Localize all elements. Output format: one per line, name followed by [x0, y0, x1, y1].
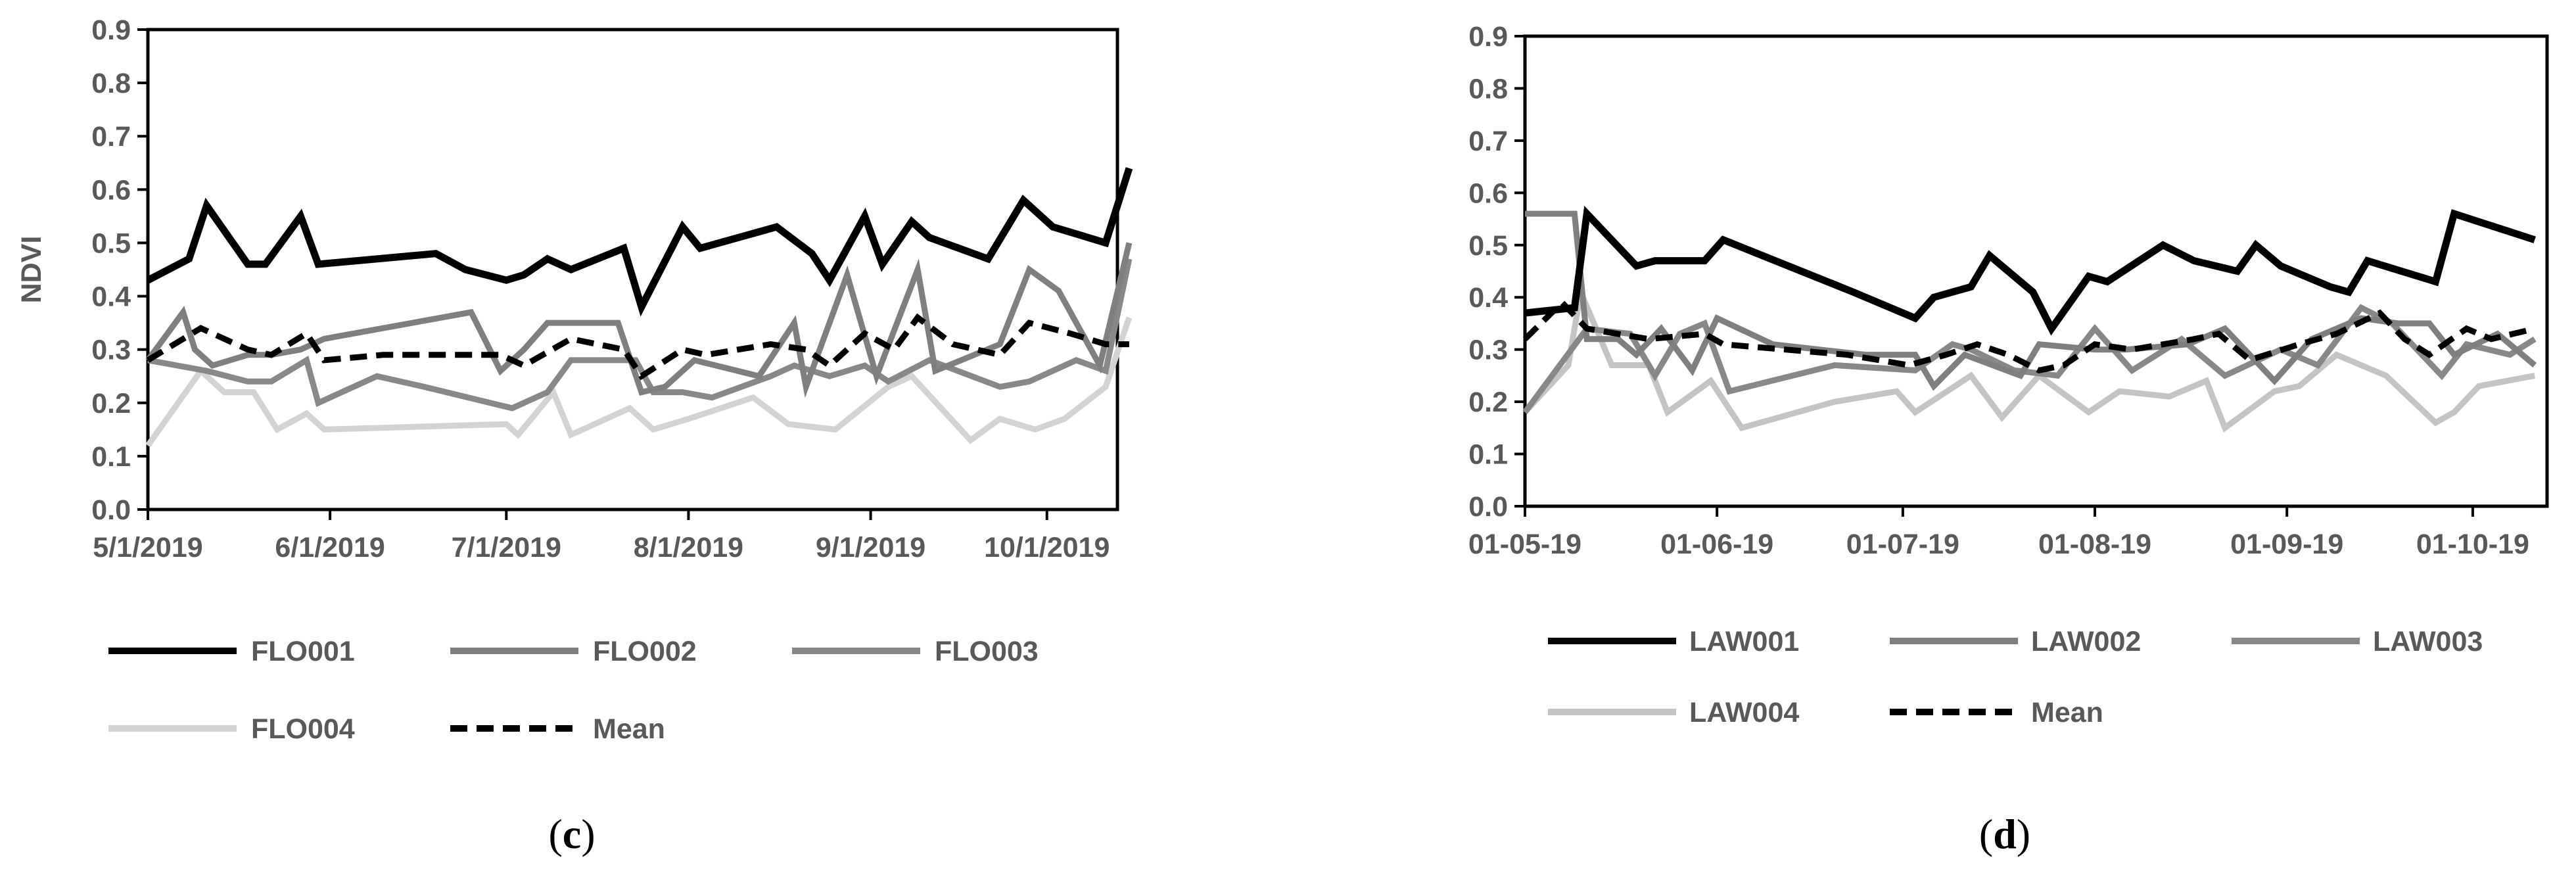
- x-tick-label: 7/1/2019: [452, 532, 561, 563]
- y-axis-label: NDVI: [16, 236, 47, 304]
- series-line-mean: [1522, 298, 2536, 374]
- x-tick-label: 01-10-19: [2416, 529, 2529, 560]
- x-tick-label: 9/1/2019: [816, 532, 925, 563]
- y-tick-label: 0.3: [1468, 335, 1508, 366]
- legend-label-law001: LAW001: [1689, 626, 1799, 657]
- caption-close: ): [581, 811, 595, 857]
- panel-caption: (d): [1979, 811, 2030, 857]
- y-tick-label: 0.8: [1468, 73, 1508, 105]
- y-tick-label: 0.5: [1468, 230, 1508, 262]
- x-tick-label: 5/1/2019: [93, 532, 202, 563]
- legend-label-flo002: FLO002: [593, 636, 697, 667]
- y-tick-label: 0.0: [1468, 491, 1508, 523]
- chart-panel-c: 0.0 0.1 0.2 0.3 0.4 0.5 0.6 0.7 0.8 0.9 5/1/2019 6/…: [16, 14, 1133, 857]
- panel-caption: (c): [548, 811, 595, 857]
- x-tick-label: 10/1/2019: [984, 532, 1110, 563]
- caption-open: (: [1979, 811, 1993, 857]
- chart-panel-d: 0.0 0.1 0.2 0.3 0.4 0.5 0.6 0.7 0.8 0.9 01-05-19 01…: [1468, 21, 2549, 857]
- legend-label-flo003: FLO003: [935, 636, 1039, 667]
- y-tick-label: 0.2: [91, 388, 131, 419]
- legend-label-flo004: FLO004: [251, 713, 355, 745]
- x-tick-label: 01-09-19: [2230, 529, 2343, 560]
- x-tick-label: 01-07-19: [1846, 529, 1959, 560]
- caption-open: (: [548, 811, 562, 857]
- x-tick-label: 6/1/2019: [275, 532, 385, 563]
- series-line-law002: [1525, 210, 2537, 391]
- y-tick-label: 0.6: [1468, 178, 1508, 209]
- y-tick-label: 0.4: [1468, 282, 1508, 314]
- y-tick-label: 0.1: [1468, 439, 1508, 471]
- legend-label-mean: Mean: [593, 713, 665, 745]
- series-line-flo001: [146, 167, 1133, 317]
- caption-letter: d: [1993, 811, 2017, 857]
- legend-label-mean: Mean: [2031, 697, 2103, 728]
- x-tick-label: 01-08-19: [2038, 529, 2151, 560]
- x-tick-label: 01-05-19: [1468, 529, 1581, 560]
- series-line-flo002: [145, 242, 1133, 398]
- y-tick-label: 0.4: [91, 281, 131, 313]
- series-line-law001: [1524, 205, 2536, 336]
- y-tick-label: 0.5: [91, 227, 131, 259]
- legend-label-law004: LAW004: [1689, 697, 1799, 728]
- y-tick-label: 0.3: [91, 335, 131, 366]
- series-line-flo004: [145, 316, 1133, 448]
- y-tick-label: 0.2: [1468, 387, 1508, 418]
- caption-close: ): [2017, 811, 2030, 857]
- series-line-flo003: [147, 258, 1133, 412]
- legend: LAW001 LAW002 LAW003 LAW004 Mean: [1548, 626, 2483, 728]
- y-tick-label: 0.8: [91, 68, 131, 99]
- caption-letter: c: [563, 811, 581, 857]
- legend-label-law002: LAW002: [2031, 626, 2141, 657]
- y-tick-label: 0.6: [91, 174, 131, 206]
- y-tick-label: 0.9: [1468, 21, 1508, 53]
- plot-area-frame: [146, 28, 1119, 511]
- legend: FLO001 FLO002 FLO003 FLO004 Mean: [108, 636, 1039, 745]
- y-tick-label: 0.7: [91, 121, 131, 153]
- plot-area-frame: [1523, 34, 2549, 508]
- series-line-mean: [146, 313, 1129, 381]
- y-tick-label: 0.1: [91, 441, 131, 473]
- legend-label-flo001: FLO001: [251, 636, 355, 667]
- x-tick-label: 8/1/2019: [634, 532, 743, 563]
- y-tick-label: 0.0: [91, 494, 131, 526]
- x-tick-label: 01-06-19: [1660, 529, 1773, 560]
- y-tick-label: 0.9: [91, 14, 131, 46]
- y-tick-label: 0.7: [1468, 126, 1508, 157]
- legend-label-law003: LAW003: [2373, 626, 2483, 657]
